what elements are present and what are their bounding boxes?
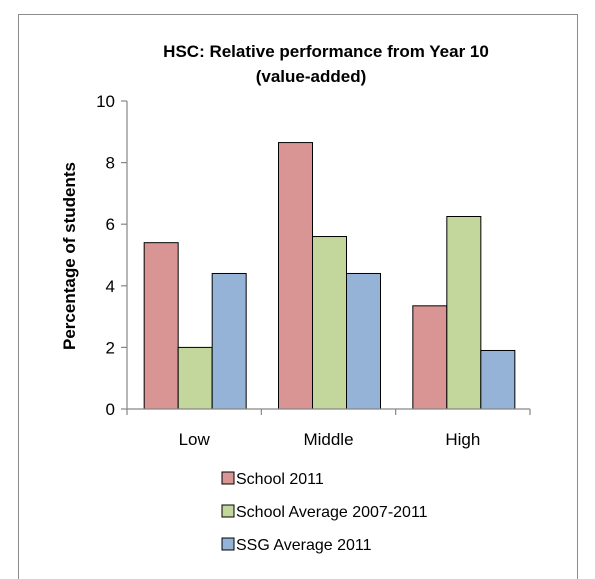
bar-low-series-2 xyxy=(177,346,213,410)
chart-title: HSC: Relative performance from Year 10 xyxy=(163,42,489,61)
y-tick-label: 10 xyxy=(96,92,115,111)
bar-high-series-1 xyxy=(412,305,448,410)
bars xyxy=(143,142,516,410)
legend-label-3: SSG Average 2011 xyxy=(236,537,372,554)
y-tick-label: 8 xyxy=(106,154,115,173)
x-axis: Low Middle High xyxy=(126,408,531,449)
x-tick-label: Low xyxy=(179,430,211,449)
legend-label-1: School 2011 xyxy=(236,471,324,488)
legend: School 2011 School Average 2007-2011 SSG A… xyxy=(221,471,428,554)
y-axis-label: Percentage of students xyxy=(60,162,79,350)
y-tick-label: 2 xyxy=(106,338,115,357)
bar-middle-series-3 xyxy=(346,272,381,410)
bar-middle-series-1 xyxy=(278,142,313,410)
legend-swatch-3 xyxy=(221,537,235,551)
y-tick-label: 6 xyxy=(106,215,115,234)
y-tick-label: 4 xyxy=(106,277,115,296)
bar-middle-series-2 xyxy=(312,236,347,410)
x-tick-label: High xyxy=(445,430,480,449)
y-tick-label: 0 xyxy=(106,400,115,419)
bar-high-series-3 xyxy=(480,349,516,410)
x-tick-label: Middle xyxy=(303,430,353,449)
legend-swatch-1 xyxy=(221,471,235,485)
legend-label-2: School Average 2007-2011 xyxy=(236,504,428,521)
legend-swatch-2 xyxy=(221,504,235,518)
bar-low-series-1 xyxy=(143,242,179,410)
bar-high-series-2 xyxy=(446,216,482,410)
chart-subtitle: (value-added) xyxy=(256,67,367,86)
y-axis: 0 2 4 6 8 10 xyxy=(96,92,128,419)
bar-low-series-3 xyxy=(211,272,247,410)
